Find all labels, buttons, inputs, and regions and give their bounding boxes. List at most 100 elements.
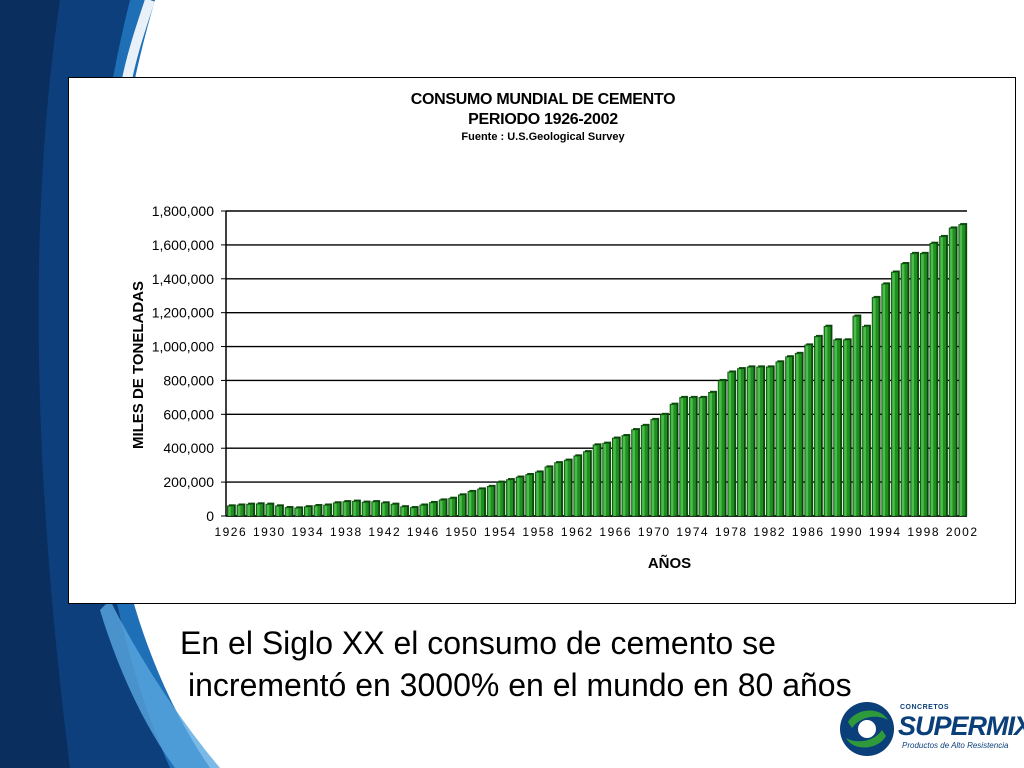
bar-highlight [853,317,857,516]
bar-highlight [815,337,818,516]
bar-highlight [526,475,530,516]
y-tick-label: 800,000 [163,372,214,388]
y-tick-label: 400,000 [163,440,214,456]
bar-highlight [237,505,241,516]
bar-highlight [305,507,308,516]
bar-1958 [534,471,543,517]
bar-highlight [834,340,838,516]
bar-highlight [950,228,953,516]
bar-highlight [343,502,347,516]
chart-source: Fuente : U.S.Geological Survey [461,131,625,143]
bar-1973 [679,397,687,517]
bar-highlight [622,436,626,516]
bar-1928 [246,503,254,517]
bar-1951 [467,491,476,517]
bar-1978 [727,371,735,517]
bar-1969 [640,425,649,517]
bar-highlight [440,500,443,516]
bar-1965 [602,442,610,517]
bar-1944 [400,506,408,517]
bar-1994 [881,283,889,517]
logo-brand: SUPERMIX [898,711,1024,741]
bar-highlight [613,439,616,516]
bar-highlight [411,508,414,516]
bar-1941 [371,501,379,517]
bar-1940 [361,501,370,517]
bar-1995 [891,271,899,517]
bar-1987 [814,336,822,517]
bar-1970 [650,419,659,517]
bar-highlight [661,415,664,516]
x-tick-label: 1962 [561,525,594,539]
bar-highlight [353,502,356,516]
y-tick-label: 0 [206,508,214,524]
bar-1996 [900,263,909,517]
bar-highlight [574,456,578,516]
bar-1936 [323,504,331,517]
bar-chart: 0 200,000 400,000 600,000 800,000 1,000,000 1,… [130,203,979,572]
bar-1952 [477,488,485,517]
bar-1974 [688,397,697,517]
bar-highlight [497,483,501,516]
bar-highlight [324,505,328,516]
bar-highlight [940,237,943,516]
bar-highlight [786,357,789,516]
x-tick-label: 1926 [214,525,247,539]
bar-highlight [603,444,607,516]
x-tick-label: 1990 [830,525,863,539]
bar-highlight [363,503,366,516]
bar-1935 [313,505,322,517]
bar-1967 [621,435,630,517]
bar-highlight [276,506,279,516]
bar-1956 [515,476,524,517]
bar-highlight [584,452,587,516]
bar-1993 [871,297,880,517]
bar-highlight [420,505,424,516]
bar-highlight [901,264,905,516]
bar-1971 [660,414,668,517]
bar-1934 [304,506,312,517]
bar-1979 [737,368,745,517]
y-tick-label: 200,000 [163,474,214,490]
bar-highlight [372,502,376,516]
bar-highlight [314,506,318,516]
bar-highlight [680,398,684,516]
bar-highlight [699,398,703,516]
bar-1998 [919,253,928,517]
x-tick-label: 1986 [792,525,825,539]
bar-highlight [959,225,963,517]
bar-1959 [544,466,553,517]
bar-1968 [631,429,639,517]
bar-1976 [708,392,716,517]
bar-highlight [266,505,270,516]
bar-highlight [651,420,655,516]
bar-1966 [611,437,620,517]
bar-highlight [921,254,924,516]
bar-1945 [409,507,418,517]
bar-1999 [929,242,938,517]
bar-1926 [227,505,235,517]
x-tick-label: 1958 [522,525,555,539]
bar-highlight [391,505,395,516]
bar-highlight [882,284,886,516]
bar-1932 [284,507,293,517]
y-tick-label: 1,400,000 [152,271,214,287]
x-tick-label: 1998 [907,525,940,539]
bar-highlight [748,367,751,516]
bar-highlight [555,463,558,516]
bar-1929 [255,503,264,517]
x-tick-label: 1938 [330,525,363,539]
bar-highlight [738,369,741,516]
bar-1975 [698,397,707,517]
x-tick-label: 1942 [368,525,401,539]
logo-emblem-icon [840,702,894,756]
x-tick-label: 2002 [946,525,979,539]
x-tick-label: 1934 [291,525,324,539]
bar-1927 [236,504,245,517]
bar-highlight [517,478,520,516]
bar-1949 [448,497,456,517]
slide-caption: En el Siglo XX el consumo de cemento se … [180,622,940,706]
x-tick-label: 1950 [445,525,478,539]
x-axis-title: AÑOS [648,554,691,572]
bar-highlight [892,273,895,516]
